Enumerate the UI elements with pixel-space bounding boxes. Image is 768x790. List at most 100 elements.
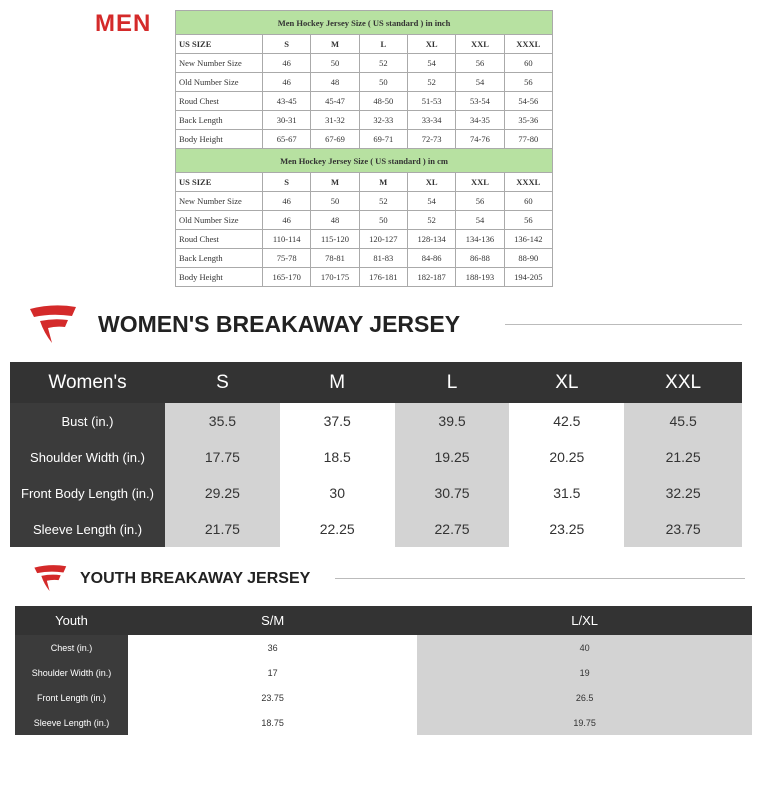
table-cell: 37.5 — [323, 413, 351, 429]
table-cell: Body Height — [175, 267, 263, 287]
table-cell: Bust (in.) — [10, 403, 165, 439]
table-cell: Body Height — [175, 129, 263, 149]
table-cell: 30-31 — [261, 110, 312, 130]
table-cell: 78-81 — [310, 248, 360, 268]
table-row: US SIZE S M M XL XXL XXXL — [175, 172, 554, 192]
table-cell: M — [279, 362, 395, 403]
table-cell: XXXL — [503, 172, 554, 192]
table-row: Front Body Length (in.) 29.25 30 30.75 31.5 3… — [10, 475, 742, 511]
table-cell: 52 — [358, 191, 408, 211]
table-cell: 48-50 — [358, 91, 408, 111]
table-cell: 31-32 — [310, 110, 360, 130]
table-cell: 18.75 — [261, 717, 284, 728]
table-cell: Shoulder Width (in.) — [15, 660, 128, 685]
table-cell: 32.25 — [624, 475, 742, 511]
table-cell: 50 — [358, 210, 408, 230]
men-size-table: Men Hockey Jersey Size ( US standard ) i… — [175, 10, 554, 287]
table-row: Old Number Size 46 48 50 52 54 56 — [175, 210, 554, 230]
table-cell: 56 — [455, 53, 505, 73]
table-row: Back Length 30-31 31-32 32-33 33-34 34-35 35-3… — [175, 110, 554, 130]
table-cell: S — [165, 362, 280, 403]
table-cell: 46 — [261, 191, 312, 211]
table-cell: 65-67 — [261, 129, 312, 149]
table-cell: 54-56 — [503, 91, 554, 111]
table-row: New Number Size 46 50 52 54 56 60 — [175, 191, 554, 211]
table-row: US SIZE S M L XL XXL XXXL — [175, 34, 554, 54]
table-row: Body Height 165-170 170-175 176-181 182-187 1… — [175, 267, 554, 287]
table-cell: L — [358, 34, 408, 54]
table-cell: 17 — [267, 667, 278, 678]
table-cell: 53-54 — [455, 91, 505, 111]
table-cell: XXL — [455, 172, 505, 192]
table-cell: 194-205 — [503, 267, 554, 287]
youth-title: YOUTH BREAKAWAY JERSEY — [80, 570, 311, 587]
table-cell: New Number Size — [175, 53, 263, 73]
table-cell: 188-193 — [455, 267, 505, 287]
table-cell: 110-114 — [261, 229, 312, 249]
table-cell: Roud Chest — [175, 229, 263, 249]
table-cell: Shoulder Width (in.) — [10, 439, 165, 475]
table-cell: Sleeve Length (in.) — [10, 511, 165, 547]
table-cell: 74-76 — [455, 129, 505, 149]
table-cell: Men Hockey Jersey Size ( US standard ) i… — [175, 10, 553, 35]
table-cell: 128-134 — [406, 229, 457, 249]
table-cell: 30.75 — [394, 475, 510, 511]
table-cell: 22.25 — [319, 521, 355, 537]
table-cell: Old Number Size — [175, 210, 263, 230]
table-cell: 75-78 — [261, 248, 312, 268]
table-cell: 56 — [455, 191, 505, 211]
table-cell: S/M — [128, 606, 418, 635]
table-cell: 36 — [267, 642, 278, 653]
table-cell: 33-34 — [406, 110, 457, 130]
youth-size-table: Youth S/M L/XL Chest (in.) 36 40 Shoulder Widt… — [15, 606, 752, 735]
table-cell: 136-142 — [503, 229, 554, 249]
table-cell: US SIZE — [175, 172, 263, 192]
table-cell: 43-45 — [261, 91, 312, 111]
table-row: Shoulder Width (in.) 17.75 18.5 19.25 20.25 2… — [10, 439, 742, 475]
table-row: Old Number Size 46 48 50 52 54 56 — [175, 72, 554, 92]
table-cell: 182-187 — [406, 267, 457, 287]
table-cell: 51-53 — [406, 91, 457, 111]
table-cell: 46 — [261, 72, 312, 92]
table-cell: US SIZE — [175, 34, 263, 54]
table-cell: 17.75 — [165, 439, 280, 475]
table-cell: XL — [406, 172, 457, 192]
table-cell: 21.25 — [624, 439, 742, 475]
table-cell: S — [261, 34, 312, 54]
table-cell: 42.5 — [553, 413, 581, 429]
table-cell: 60 — [503, 191, 554, 211]
table-cell: 23.75 — [261, 692, 284, 703]
table-cell: 35.5 — [165, 403, 280, 439]
table-cell: 72-73 — [406, 129, 457, 149]
table-cell: 31.5 — [553, 485, 581, 501]
table-title-row: Men Hockey Jersey Size ( US standard ) i… — [175, 148, 553, 173]
table-cell: L — [394, 362, 510, 403]
brand-logo-icon — [30, 305, 76, 343]
table-cell: 54 — [455, 210, 505, 230]
table-cell: XXXL — [503, 34, 554, 54]
table-cell: 26.5 — [417, 685, 752, 710]
table-cell: S — [261, 172, 312, 192]
table-cell: 54 — [455, 72, 505, 92]
table-cell: 52 — [358, 53, 408, 73]
table-cell: Men Hockey Jersey Size ( US standard ) i… — [175, 148, 553, 173]
table-cell: 35-36 — [503, 110, 554, 130]
table-cell: M — [310, 34, 360, 54]
table-cell: Sleeve Length (in.) — [15, 710, 128, 735]
table-cell: 19 — [417, 660, 752, 685]
table-cell: Chest (in.) — [15, 635, 128, 660]
table-cell: XXL — [624, 362, 742, 403]
table-row: Front Length (in.) 23.75 26.5 — [15, 685, 752, 710]
table-cell: 18.5 — [323, 449, 351, 465]
table-cell: 32-33 — [358, 110, 408, 130]
table-header-row: Youth S/M L/XL — [15, 606, 752, 635]
table-cell: XL — [509, 362, 625, 403]
table-cell: 19.75 — [417, 710, 752, 735]
table-cell: 19.25 — [394, 439, 510, 475]
table-cell: Youth — [15, 606, 128, 635]
table-cell: 39.5 — [394, 403, 510, 439]
table-cell: Women's — [10, 362, 165, 403]
table-cell: 52 — [406, 72, 457, 92]
table-cell: 45.5 — [624, 403, 742, 439]
table-cell: 21.75 — [165, 511, 280, 547]
